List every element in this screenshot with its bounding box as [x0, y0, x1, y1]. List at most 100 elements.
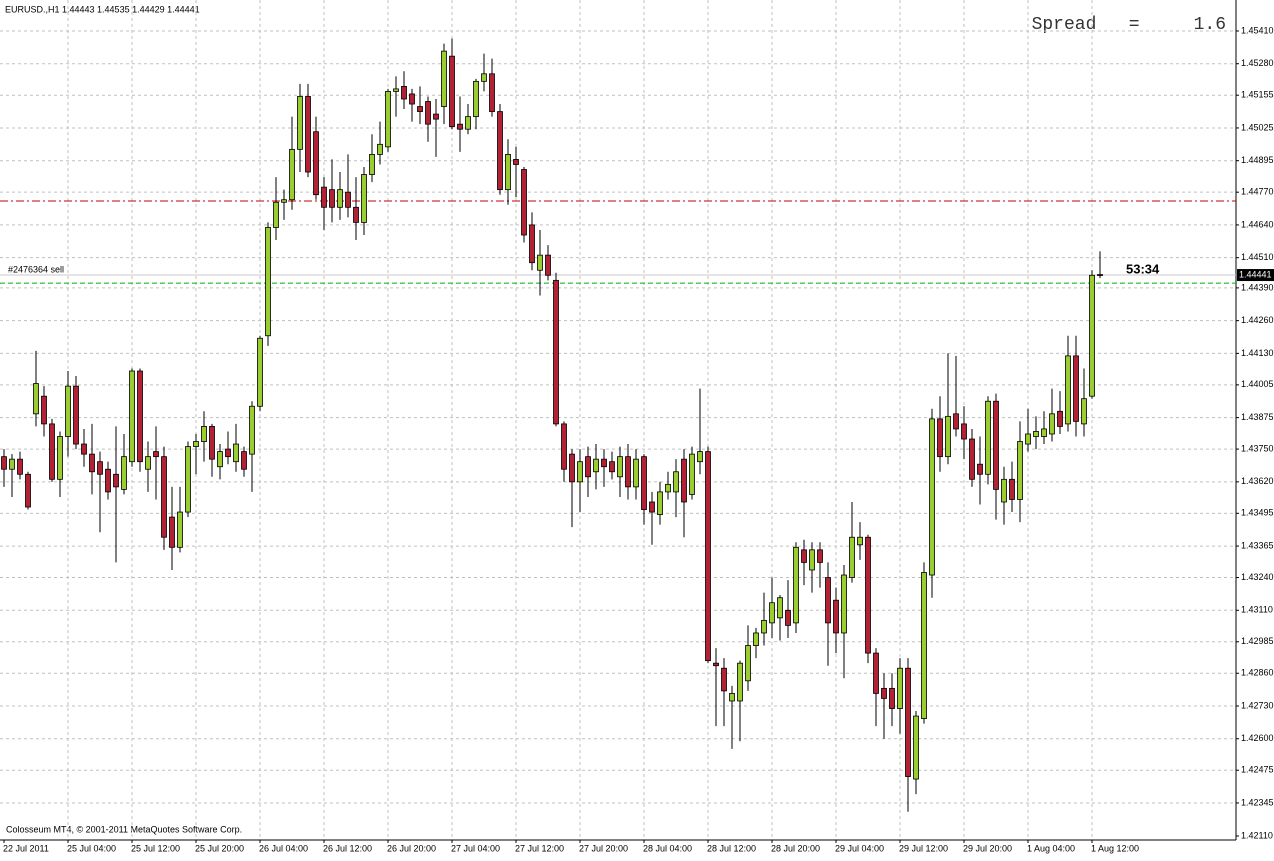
x-tick-label: 25 Jul 12:00: [131, 843, 180, 853]
candle-body: [481, 73, 487, 82]
chart-title: EURUSD.,H1 1.44443 1.44535 1.44429 1.444…: [5, 4, 200, 14]
candle-body: [369, 153, 375, 175]
candle-body: [457, 123, 463, 130]
candle-body: [33, 383, 39, 415]
y-tick-label: 1.44130: [1241, 348, 1274, 358]
candle-body: [553, 279, 559, 425]
candle-body: [1081, 398, 1087, 425]
candle-body: [377, 143, 383, 155]
candle-body: [409, 93, 415, 105]
candle-body: [17, 458, 23, 475]
candle-body: [1057, 410, 1063, 427]
candle-body: [273, 201, 279, 228]
candle-body: [561, 423, 567, 470]
candle-body: [121, 456, 127, 490]
candle-body: [497, 111, 503, 191]
candle-body: [609, 461, 615, 473]
candle-body: [297, 96, 303, 150]
candle-body: [977, 463, 983, 475]
candle-body: [641, 456, 647, 510]
candle-body: [753, 632, 759, 646]
y-tick-label: 1.43365: [1241, 540, 1274, 550]
candle-body: [1065, 355, 1071, 425]
x-tick-label: 29 Jul 12:00: [899, 843, 948, 853]
candle-body: [769, 602, 775, 624]
candle-body: [833, 599, 839, 634]
candle-body: [705, 451, 711, 662]
candle-body: [473, 80, 479, 118]
candle-body: [929, 418, 935, 576]
candle-body: [489, 73, 495, 112]
spread-text: Spread = 1.6: [1032, 15, 1226, 35]
candle-body: [897, 667, 903, 709]
y-tick-label: 1.43750: [1241, 443, 1274, 453]
candle-body: [1041, 428, 1047, 437]
candle-body: [993, 400, 999, 490]
candle-body: [921, 572, 927, 719]
candle-body: [249, 405, 255, 455]
candle-body: [1, 456, 7, 470]
candle-body: [969, 438, 975, 480]
candle-body: [577, 461, 583, 483]
candle-body: [217, 451, 223, 468]
y-tick-label: 1.42730: [1241, 700, 1274, 710]
candle-body: [945, 415, 951, 458]
candle-body: [545, 254, 551, 276]
candle-body: [1025, 433, 1031, 445]
candle-body: [441, 50, 447, 107]
y-tick-label: 1.42345: [1241, 797, 1274, 807]
candle-body: [417, 106, 423, 112]
candle-body: [129, 370, 135, 463]
candle-body: [185, 446, 191, 513]
x-tick-label: 29 Jul 20:00: [963, 843, 1012, 853]
y-tick-label: 1.44640: [1241, 219, 1274, 229]
candle-body: [321, 186, 327, 208]
x-tick-label: 22 Jul 2011: [3, 843, 49, 853]
candle-body: [673, 471, 679, 493]
candle-body: [913, 715, 919, 780]
x-tick-label: 1 Aug 04:00: [1027, 843, 1075, 853]
candle-body: [697, 451, 703, 463]
candle-body: [65, 385, 71, 437]
y-tick-label: 1.42475: [1241, 765, 1274, 775]
candle-body: [889, 687, 895, 709]
candle-body: [177, 511, 183, 548]
candle-body: [193, 441, 199, 447]
candle-body: [825, 577, 831, 624]
candle-body: [881, 687, 887, 699]
candle-body: [529, 224, 535, 264]
footer: Colosseum MT4, © 2001-2011 MetaQuotes So…: [6, 824, 242, 834]
candle-body: [617, 456, 623, 478]
candle-body: [785, 609, 791, 626]
candle-body: [905, 667, 911, 777]
candle-body: [985, 400, 991, 475]
candle-body: [113, 473, 119, 488]
candle-body: [809, 549, 815, 571]
y-tick-label: 1.45280: [1241, 58, 1274, 68]
candle-body: [953, 413, 959, 430]
candle-body: [161, 456, 167, 538]
candle-body: [761, 619, 767, 634]
x-tick-label: 28 Jul 20:00: [771, 843, 820, 853]
candle-body: [633, 458, 639, 488]
candle-body: [873, 652, 879, 694]
x-tick-label: 28 Jul 12:00: [707, 843, 756, 853]
y-tick-label: 1.44770: [1241, 187, 1274, 197]
candle-body: [233, 443, 239, 463]
candle-body: [865, 536, 871, 654]
candle-body: [841, 574, 847, 634]
y-tick-label: 1.44005: [1241, 379, 1274, 389]
x-tick-label: 27 Jul 20:00: [579, 843, 628, 853]
candle-body: [513, 159, 519, 165]
x-tick-label: 26 Jul 20:00: [387, 843, 436, 853]
y-tick-label: 1.43240: [1241, 572, 1274, 582]
candle-body: [313, 131, 319, 196]
candle-body: [145, 456, 151, 470]
candle-body: [25, 473, 31, 508]
candle-body: [329, 189, 335, 208]
candle-body: [1033, 431, 1039, 437]
candle-body: [713, 662, 719, 667]
candle-body: [81, 443, 87, 455]
candle-body: [73, 385, 79, 445]
candle-body: [569, 453, 575, 483]
